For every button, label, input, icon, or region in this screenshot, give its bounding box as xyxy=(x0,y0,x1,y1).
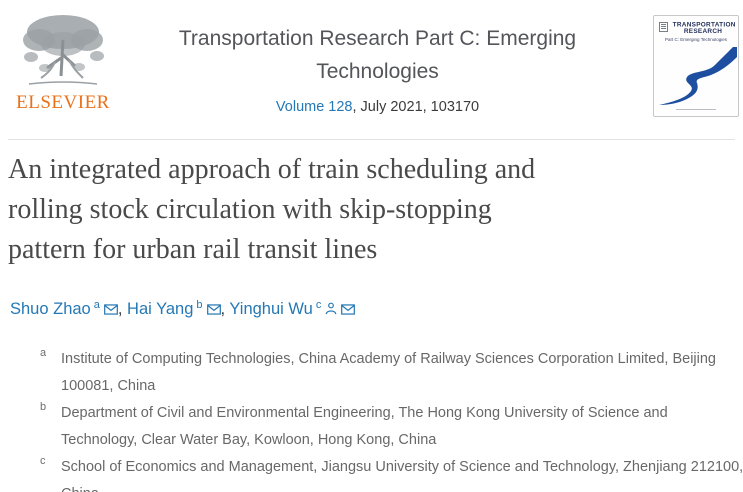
affiliation-a: a Institute of Computing Technologies, C… xyxy=(40,347,716,394)
author-hai-yang[interactable]: Hai Yang b xyxy=(127,299,203,318)
author-separator: , xyxy=(117,300,128,318)
cover-footer-rule xyxy=(676,109,716,110)
journal-title-line1: Transportation Research Part C: Emerging xyxy=(178,27,577,50)
journal-title-link[interactable]: Transportation Research Part C: Emerging… xyxy=(125,22,630,88)
affiliation-b: b Department of Civil and Environmental … xyxy=(40,401,668,448)
cover-journal-name: TRANSPORTATION RESEARCH xyxy=(672,22,736,35)
issue-date-text: , July 2021, 103170 xyxy=(352,99,480,115)
affiliation-sup: a xyxy=(40,347,47,359)
article-title-line2: rolling stock circulation with skip-stop… xyxy=(8,194,492,225)
author-affiliation-sup: c xyxy=(315,299,322,311)
article-title-line1: An integrated approach of train scheduli… xyxy=(8,154,536,185)
mail-icon[interactable] xyxy=(206,301,221,320)
author-shuo-zhao[interactable]: Shuo Zhao a xyxy=(10,299,100,318)
elsevier-wordmark: ELSEVIER xyxy=(16,92,110,113)
affiliation-sup: b xyxy=(40,401,47,413)
author-yinghui-wu[interactable]: Yinghui Wu c xyxy=(229,299,322,318)
author-affiliation-sup: a xyxy=(93,299,100,311)
affiliation-list: a Institute of Computing Technologies, C… xyxy=(40,346,743,492)
header-divider xyxy=(8,139,735,140)
elsevier-tree-icon xyxy=(8,10,118,90)
elsevier-logo[interactable]: ELSEVIER xyxy=(8,10,118,114)
volume-issue-line: Volume 128, July 2021, 103170 xyxy=(125,99,630,115)
journal-info: Transportation Research Part C: Emerging… xyxy=(125,22,630,115)
winding-road-icon xyxy=(657,47,737,110)
mail-icon[interactable] xyxy=(103,301,118,320)
mail-icon[interactable] xyxy=(341,301,356,320)
cover-publisher-emblem-icon xyxy=(659,22,668,32)
cover-journal-subtitle: Part C: Emerging Technologies xyxy=(665,38,727,43)
person-icon[interactable] xyxy=(325,301,337,320)
affiliation-sup: c xyxy=(40,455,46,467)
author-affiliation-sup: b xyxy=(196,299,203,311)
author-separator: , xyxy=(220,300,230,318)
article-title: An integrated approach of train scheduli… xyxy=(8,150,728,270)
affiliation-c: c School of Economics and Management, Ji… xyxy=(40,455,743,492)
author-list: Shuo Zhao a, Hai Yang b, Yinghui Wu c xyxy=(10,299,356,320)
journal-cover-thumbnail[interactable]: TRANSPORTATION RESEARCH Part C: Emerging… xyxy=(653,15,739,117)
article-title-line3: pattern for urban rail transit lines xyxy=(8,234,378,265)
journal-title-line2: Technologies xyxy=(316,60,439,83)
journal-banner: ELSEVIER Transportation Research Part C:… xyxy=(0,0,743,139)
volume-link[interactable]: Volume 128 xyxy=(275,99,353,115)
